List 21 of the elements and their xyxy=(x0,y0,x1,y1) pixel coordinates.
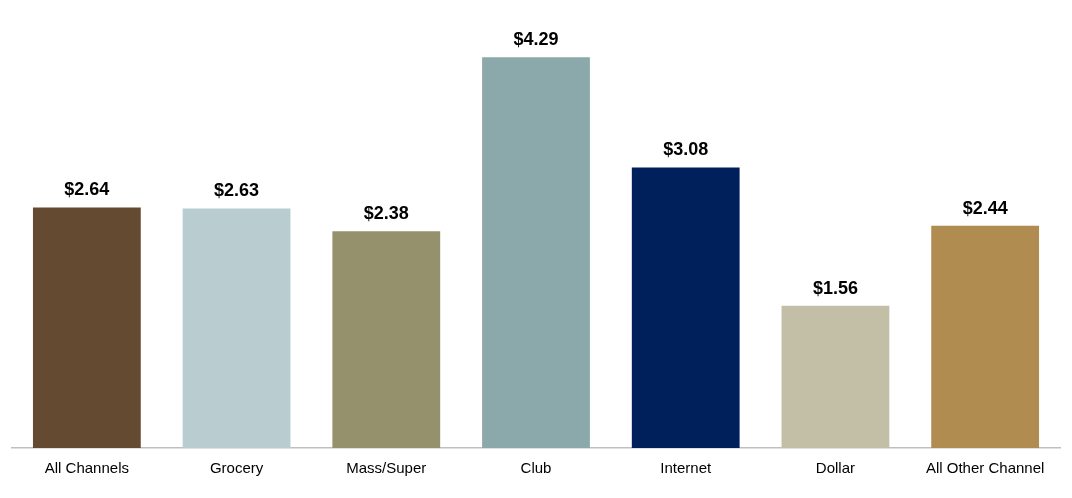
x-tick-label: All Other Channel xyxy=(925,459,1045,477)
data-label: $2.38 xyxy=(363,203,409,224)
bar xyxy=(482,57,590,448)
x-tick-label: All Channels xyxy=(44,459,129,477)
data-label: $2.63 xyxy=(214,180,260,201)
data-label: $2.64 xyxy=(64,179,110,200)
data-label: $1.56 xyxy=(812,277,858,298)
data-label: $4.29 xyxy=(513,29,559,50)
x-tick-label: Internet xyxy=(660,459,712,477)
bar xyxy=(332,231,441,448)
bar xyxy=(32,207,141,448)
bar xyxy=(931,225,1040,448)
x-tick-label: Grocery xyxy=(209,459,264,477)
bar xyxy=(182,208,291,448)
bar xyxy=(781,305,890,448)
data-label: $3.08 xyxy=(663,139,709,160)
bar xyxy=(631,167,740,448)
x-tick-label: Mass/Super xyxy=(346,459,427,477)
data-label: $2.44 xyxy=(962,197,1008,218)
x-tick-label: Dollar xyxy=(815,459,856,477)
x-tick-label: Club xyxy=(520,459,552,477)
